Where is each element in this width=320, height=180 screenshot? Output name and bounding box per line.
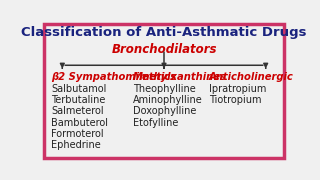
Text: Theophylline: Theophylline — [133, 84, 196, 94]
Text: Aminophylline: Aminophylline — [133, 95, 203, 105]
Text: Ephedrine: Ephedrine — [51, 140, 101, 150]
Text: Classification of Anti-Asthmatic Drugs: Classification of Anti-Asthmatic Drugs — [21, 26, 307, 39]
Text: Methylxanthines: Methylxanthines — [133, 72, 227, 82]
Text: Etofylline: Etofylline — [133, 118, 178, 128]
Text: Salmeterol: Salmeterol — [51, 106, 104, 116]
Text: Tiotropium: Tiotropium — [209, 95, 261, 105]
Text: Doxophylline: Doxophylline — [133, 106, 196, 116]
Text: Ipratropium: Ipratropium — [209, 84, 266, 94]
Text: Salbutamol: Salbutamol — [51, 84, 107, 94]
Text: Anticholinergic: Anticholinergic — [209, 72, 293, 82]
Text: β2 Sympathomimetics: β2 Sympathomimetics — [51, 72, 176, 82]
Text: Formoterol: Formoterol — [51, 129, 104, 139]
Text: Terbutaline: Terbutaline — [51, 95, 106, 105]
Text: Bambuterol: Bambuterol — [51, 118, 108, 128]
Text: Bronchodilators: Bronchodilators — [111, 43, 217, 56]
